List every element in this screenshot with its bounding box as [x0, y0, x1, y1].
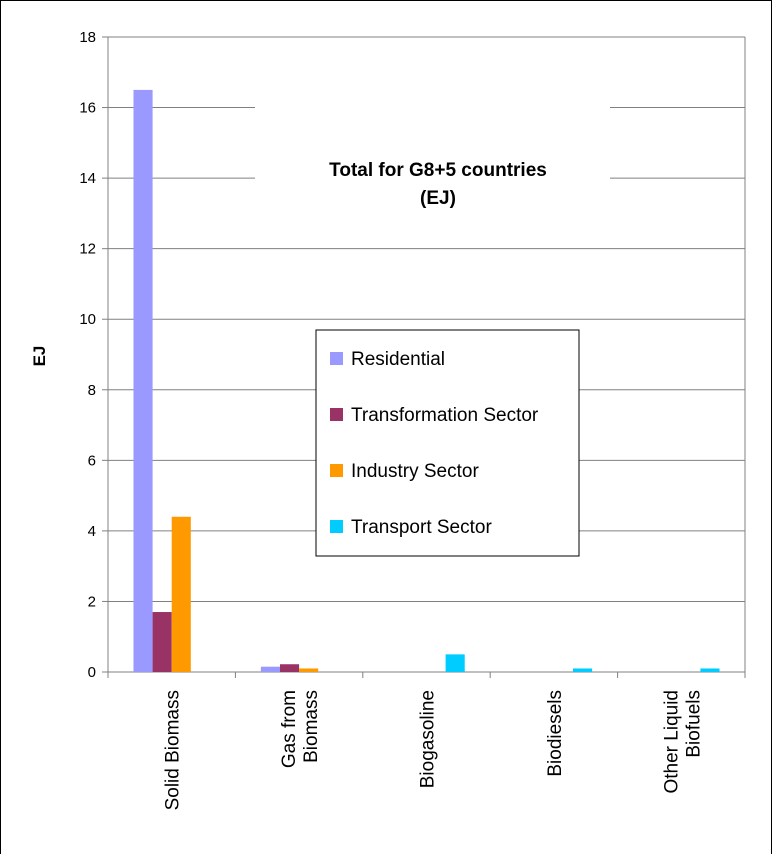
y-tick-label: 14 [79, 170, 96, 187]
bar-industry-sector [171, 516, 191, 672]
y-tick-label: 16 [79, 100, 96, 117]
legend-swatch [330, 464, 343, 477]
bar-residential [260, 666, 280, 672]
legend-label: Transport Sector [351, 517, 492, 538]
y-tick-label: 6 [88, 452, 96, 469]
bar-transport-sector [445, 654, 465, 672]
y-axis-title: EJ [30, 346, 49, 367]
title-line: Total for G8+5 countries [329, 160, 547, 181]
bar-residential [133, 89, 153, 672]
axes [102, 36, 746, 678]
category-label: Biomass [301, 690, 322, 763]
bar-transformation-sector [152, 612, 172, 672]
y-tick-label: 10 [79, 311, 96, 328]
legend-swatch [330, 352, 343, 365]
bar-industry-sector [299, 668, 319, 672]
labels: 0 2 4 6 8 10 12 14 16 18 Solid Biomass Gas from Biom… [30, 29, 704, 810]
bar-transport-sector [573, 668, 593, 672]
y-tick-label: 18 [79, 29, 96, 46]
legend-label: Residential [351, 349, 445, 370]
legend-swatch [330, 408, 343, 421]
y-tick-label: 2 [88, 593, 96, 610]
category-label: Gas from [279, 690, 300, 768]
bar-transformation-sector [279, 664, 300, 672]
category-label: Biogasoline [418, 690, 439, 788]
category-label: Solid Biomass [163, 690, 184, 810]
y-tick-label: 8 [88, 382, 96, 399]
y-tick-label: 12 [79, 241, 96, 258]
legend-swatch [330, 520, 343, 533]
title-line: (EJ) [420, 188, 456, 209]
title-background [255, 98, 610, 248]
category-label: Biofuels [683, 690, 704, 758]
category-label: Other Liquid [661, 690, 682, 794]
bars [133, 89, 720, 672]
chart-title: Total for G8+5 countries (EJ) [255, 98, 610, 248]
legend-label: Transformation Sector [351, 405, 539, 426]
legend: Residential Transformation Sector Industry… [315, 329, 580, 557]
legend-box [315, 329, 580, 557]
bar-transport-sector [700, 668, 720, 672]
y-tick-label: 0 [88, 664, 96, 681]
legend-label: Industry Sector [351, 461, 479, 482]
category-label: Biodiesels [545, 690, 566, 777]
y-tick-label: 4 [88, 523, 96, 540]
